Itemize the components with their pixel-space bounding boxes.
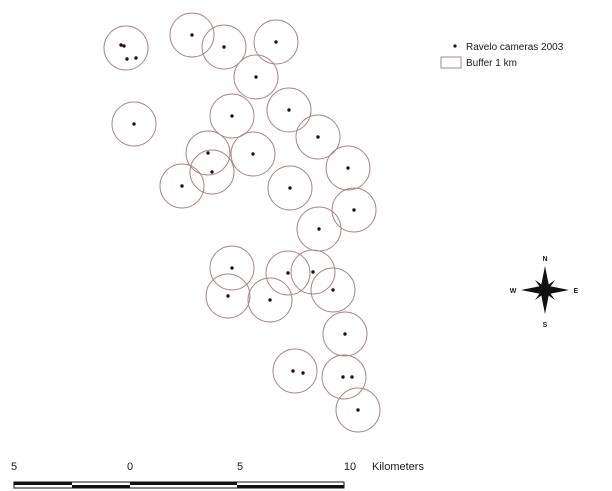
north-arrow-nw-point xyxy=(535,280,545,290)
east-label: E xyxy=(574,288,579,295)
camera-point xyxy=(352,208,356,212)
camera-point xyxy=(288,186,292,190)
camera-point xyxy=(286,271,290,275)
buffer-circle xyxy=(265,250,311,296)
buffer-circle xyxy=(253,19,299,65)
buffer-circle xyxy=(310,267,356,313)
camera-point xyxy=(346,166,350,170)
north-arrow-s-point xyxy=(541,290,549,314)
camera-point xyxy=(119,43,123,47)
camera-point xyxy=(268,298,272,302)
camera-point xyxy=(222,45,226,49)
legend: Ravelo cameras 2003 Buffer 1 km xyxy=(440,42,564,69)
buffer-circle xyxy=(295,114,341,160)
buffer-circle xyxy=(103,25,149,71)
camera-point xyxy=(287,108,291,112)
camera-point xyxy=(251,152,255,156)
buffer-circle xyxy=(233,54,279,100)
scale-tick-label: 10 xyxy=(344,461,356,473)
north-arrow-se-point xyxy=(545,290,555,300)
camera-point xyxy=(331,288,335,292)
buffer-circle xyxy=(322,311,368,357)
scale-bar-seg-1 xyxy=(14,482,72,485)
camera-point xyxy=(343,332,347,336)
legend-camera-symbol xyxy=(453,44,457,48)
camera-point xyxy=(254,75,258,79)
buffer-circle xyxy=(205,273,251,319)
camera-point xyxy=(316,135,320,139)
scale-bar-seg-3 xyxy=(130,482,237,485)
buffer-circle xyxy=(272,348,318,394)
scale-tick-label: 0 xyxy=(127,461,133,473)
west-label: W xyxy=(510,288,517,295)
camera-point xyxy=(301,371,305,375)
scale-tick-label: 5 xyxy=(11,461,17,473)
south-label: S xyxy=(543,322,548,329)
camera-point xyxy=(210,170,214,174)
buffer-circle xyxy=(335,387,381,433)
camera-point xyxy=(350,375,354,379)
buffer-circle xyxy=(230,131,276,177)
buffer-circle xyxy=(189,149,235,195)
buffer-circle xyxy=(209,93,255,139)
buffer-circle xyxy=(209,245,255,291)
north-arrow: N S E W xyxy=(510,256,579,329)
buffer-circle xyxy=(325,145,371,191)
camera-point xyxy=(356,408,360,412)
scale-unit-label: Kilometers xyxy=(372,461,424,473)
camera-point xyxy=(230,114,234,118)
camera-point xyxy=(190,33,194,37)
camera-point xyxy=(291,369,295,373)
scale-bar-seg-2 xyxy=(72,485,130,488)
north-arrow-ne-point xyxy=(545,280,555,290)
scale-bar-seg-4 xyxy=(237,485,344,488)
north-arrow-sw-point xyxy=(535,290,545,300)
north-arrow-w-point xyxy=(521,286,545,294)
buffer-circle xyxy=(331,187,377,233)
camera-point xyxy=(134,56,138,60)
buffer-circle xyxy=(267,165,313,211)
north-label: N xyxy=(542,256,547,263)
scale-bar: 5 0 5 10 Kilometers xyxy=(11,461,424,489)
camera-point xyxy=(132,122,136,126)
buffer-circle xyxy=(321,354,367,400)
camera-point xyxy=(125,57,129,61)
camera-point xyxy=(341,375,345,379)
camera-point xyxy=(274,40,278,44)
legend-buffer-label: Buffer 1 km xyxy=(466,58,517,69)
buffer-circle xyxy=(159,163,205,209)
camera-point xyxy=(311,270,315,274)
buffer-circle xyxy=(185,130,231,176)
north-arrow-n-point xyxy=(541,266,549,290)
camera-point xyxy=(122,44,126,48)
camera-point xyxy=(317,227,321,231)
buffer-circle xyxy=(169,12,215,58)
camera-layer xyxy=(119,33,360,412)
camera-point xyxy=(206,151,210,155)
buffer-circle xyxy=(201,24,247,70)
scale-tick-label: 5 xyxy=(237,461,243,473)
buffer-circle xyxy=(247,277,293,323)
legend-camera-label: Ravelo cameras 2003 xyxy=(466,42,564,53)
camera-point xyxy=(180,184,184,188)
buffer-circle xyxy=(111,101,157,147)
camera-point xyxy=(230,266,234,270)
buffer-circle xyxy=(290,249,336,295)
north-arrow-e-point xyxy=(545,286,569,294)
camera-point xyxy=(226,294,230,298)
buffer-layer xyxy=(103,12,381,433)
buffer-circle xyxy=(266,87,312,133)
legend-buffer-symbol xyxy=(440,56,462,69)
